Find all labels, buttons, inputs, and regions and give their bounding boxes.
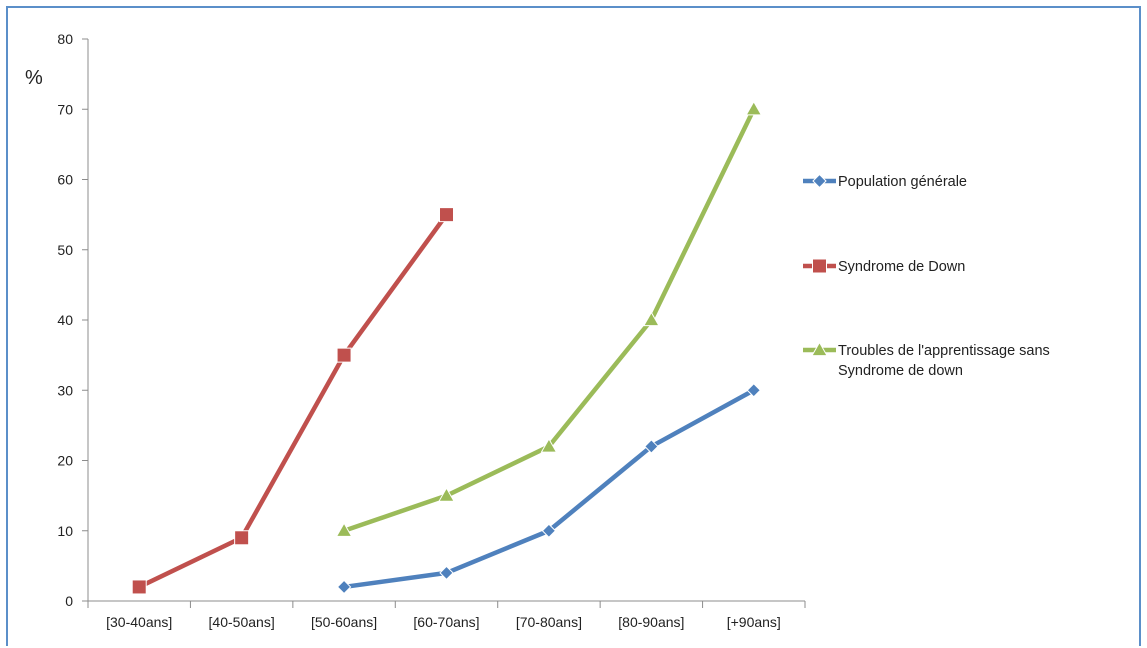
y-tick-label: 80 <box>57 31 73 47</box>
legend-swatch-marker <box>812 258 827 274</box>
line-chart: 0 10 20 30 40 50 60 70 80% [30-40ans] [40-50ans] [5… <box>25 31 1050 630</box>
x-tick-label: [70-80ans] <box>516 614 582 630</box>
legend-label-line: Syndrome de down <box>838 363 963 379</box>
data-point <box>439 565 454 581</box>
legend-item-1: Syndrome de Down <box>803 258 965 275</box>
y-tick-label: 0 <box>65 593 73 609</box>
series-line <box>341 388 757 590</box>
series-line <box>341 107 757 533</box>
legend: Population générale Syndrome de Down Troub… <box>803 173 1050 379</box>
data-point <box>541 523 557 538</box>
series-2 <box>335 100 763 537</box>
data-point <box>336 579 352 595</box>
x-tick-label: [50-60ans] <box>311 614 377 630</box>
y-tick-label: 60 <box>57 172 73 188</box>
x-tick-label: [40-50ans] <box>209 614 275 630</box>
legend-item-2: Troubles de l'apprentissage sans Syndrome… <box>803 341 1050 379</box>
x-tick-label: [60-70ans] <box>413 614 479 630</box>
legend-label: Syndrome de Down <box>838 259 965 275</box>
series-0 <box>336 383 761 595</box>
axes: 0 10 20 30 40 50 60 70 80% [30-40ans] [40-50ans] [5… <box>25 31 806 630</box>
legend-label-line: Syndrome de Down <box>838 259 965 275</box>
y-axis-label: % <box>25 67 43 89</box>
legend-label: Troubles de l'apprentissage sans Syndrome… <box>838 343 1050 379</box>
chart-frame: 0 10 20 30 40 50 60 70 80% [30-40ans] [40-50ans] [5… <box>6 6 1141 646</box>
x-tick-label: [80-90ans] <box>618 614 684 630</box>
data-point <box>540 437 558 453</box>
data-point <box>234 530 250 546</box>
legend-label: Population générale <box>838 174 967 190</box>
data-point <box>439 207 454 223</box>
legend-swatch-marker <box>812 173 827 189</box>
series-line <box>136 212 449 590</box>
x-tick-label: [+90ans] <box>727 614 781 630</box>
legend-label-line: Population générale <box>838 174 967 190</box>
data-point <box>746 383 761 398</box>
y-tick-label: 10 <box>57 523 73 539</box>
legend-item-0: Population générale <box>803 173 967 190</box>
y-tick-label: 40 <box>57 312 73 328</box>
series-layer <box>131 100 763 595</box>
data-point <box>336 347 352 363</box>
series-1 <box>131 207 454 595</box>
y-tick-label: 30 <box>57 382 73 398</box>
y-tick-label: 20 <box>57 453 73 469</box>
x-tick-label: [30-40ans] <box>106 614 172 630</box>
data-point <box>131 579 147 595</box>
data-point <box>644 439 659 454</box>
legend-swatch-marker <box>811 341 828 357</box>
data-point <box>642 311 660 327</box>
data-point <box>438 487 455 502</box>
y-tick-label: 70 <box>57 101 73 117</box>
legend-label-line: Troubles de l'apprentissage sans <box>838 343 1050 359</box>
data-point <box>745 100 763 116</box>
y-tick-label: 50 <box>57 242 73 258</box>
data-point <box>335 522 353 537</box>
